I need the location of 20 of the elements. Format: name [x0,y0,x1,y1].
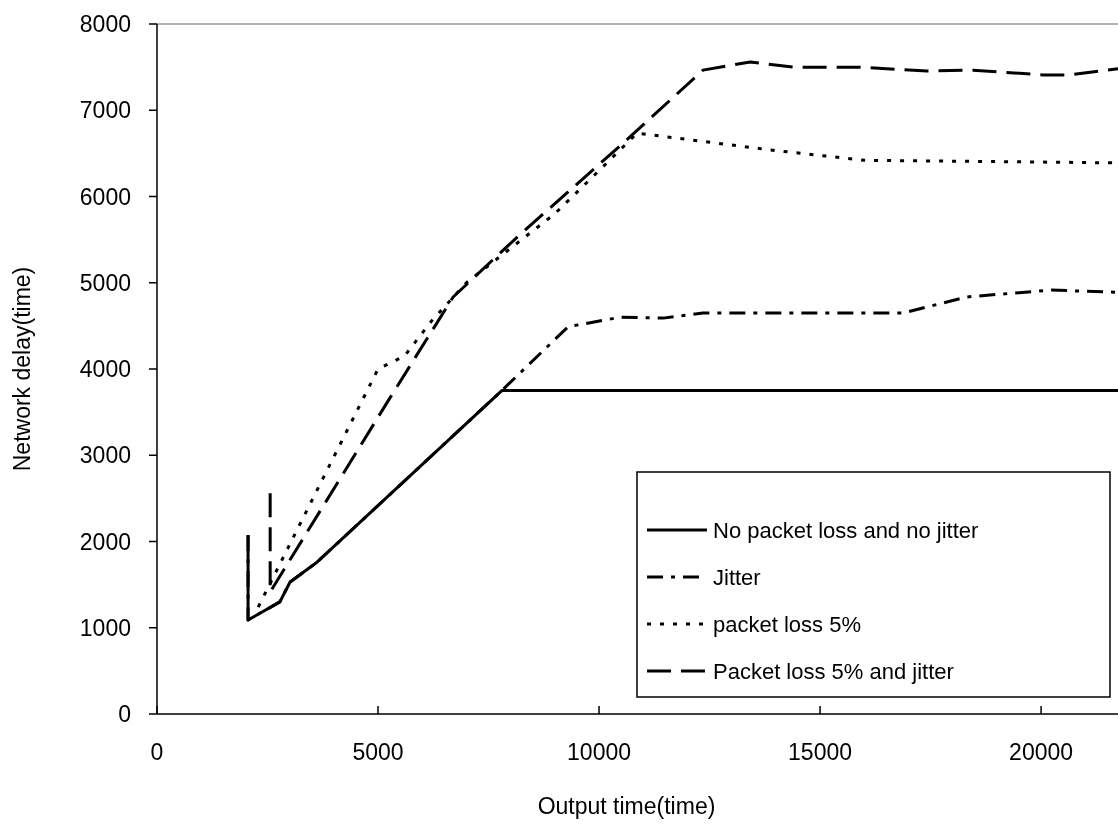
y-tick-label: 0 [118,701,131,727]
y-tick-label: 1000 [79,614,131,641]
legend-label: packet loss 5% [713,612,861,637]
x-tick-label: 10000 [567,739,632,765]
x-tick-label: 0 [150,739,164,765]
x-tick-label: 15000 [788,739,853,765]
y-axis-title: Network delay(time) [9,266,35,472]
y-tick-label: 4000 [79,356,131,382]
y-tick-label: 5000 [79,269,131,296]
x-axis-title: Output time(time) [537,793,716,819]
legend-label: Jitter [713,565,761,590]
x-tick-label: 20000 [1009,739,1074,765]
y-tick-label: 6000 [79,183,131,210]
y-tick-label: 8000 [79,11,131,37]
legend-label: No packet loss and no jitter [713,518,979,543]
x-tick-label: 5000 [352,739,404,765]
y-tick-label: 7000 [79,97,131,124]
y-tick-label: 2000 [79,528,131,555]
y-tick-label: 3000 [79,442,131,469]
legend-label: Packet loss 5% and jitter [713,659,954,684]
